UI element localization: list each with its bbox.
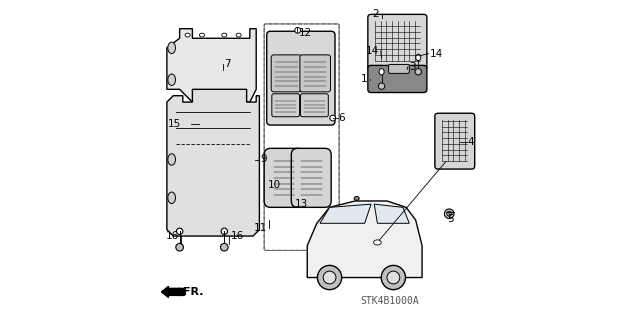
Polygon shape [167, 89, 259, 236]
Text: 11: 11 [253, 223, 267, 233]
Ellipse shape [416, 54, 421, 61]
FancyBboxPatch shape [388, 64, 410, 73]
Text: 14: 14 [366, 46, 379, 56]
Text: 9: 9 [260, 154, 267, 165]
FancyBboxPatch shape [300, 55, 330, 92]
Text: STK4B1000A: STK4B1000A [361, 296, 420, 306]
Ellipse shape [168, 192, 175, 204]
Text: 13: 13 [294, 199, 308, 209]
FancyBboxPatch shape [291, 148, 331, 207]
Ellipse shape [221, 33, 227, 37]
Text: 10: 10 [268, 180, 280, 190]
Ellipse shape [415, 69, 422, 75]
FancyBboxPatch shape [271, 55, 302, 92]
Ellipse shape [221, 228, 227, 234]
Text: 7: 7 [223, 59, 230, 69]
Ellipse shape [168, 74, 175, 85]
Text: 15: 15 [168, 119, 181, 130]
Text: 5: 5 [447, 213, 454, 224]
Text: 1: 1 [360, 74, 367, 84]
Polygon shape [307, 201, 422, 278]
Ellipse shape [323, 271, 336, 284]
Ellipse shape [168, 42, 175, 54]
Text: 14: 14 [429, 48, 443, 59]
Ellipse shape [378, 83, 385, 89]
FancyArrow shape [161, 286, 184, 297]
Text: 6: 6 [339, 113, 345, 123]
FancyBboxPatch shape [301, 94, 328, 117]
Ellipse shape [317, 265, 342, 290]
FancyBboxPatch shape [368, 65, 427, 93]
Ellipse shape [176, 243, 184, 251]
Ellipse shape [236, 33, 241, 37]
Text: 4: 4 [468, 137, 474, 147]
Ellipse shape [447, 211, 452, 216]
Text: 16: 16 [166, 231, 179, 241]
Ellipse shape [295, 27, 301, 33]
Text: FR.: FR. [184, 287, 204, 297]
FancyBboxPatch shape [368, 14, 427, 70]
FancyBboxPatch shape [267, 31, 335, 125]
Polygon shape [374, 204, 410, 223]
Text: 16: 16 [230, 231, 244, 241]
Polygon shape [320, 204, 371, 223]
Ellipse shape [444, 209, 454, 219]
Ellipse shape [379, 69, 384, 75]
Ellipse shape [200, 33, 205, 37]
Text: 3: 3 [409, 62, 415, 72]
FancyBboxPatch shape [272, 94, 300, 117]
Ellipse shape [185, 33, 190, 37]
FancyBboxPatch shape [264, 148, 304, 207]
Polygon shape [167, 29, 256, 102]
Ellipse shape [177, 228, 183, 234]
Text: 12: 12 [299, 28, 312, 39]
FancyBboxPatch shape [435, 113, 475, 169]
Ellipse shape [220, 243, 228, 251]
Ellipse shape [374, 240, 381, 245]
Text: 2: 2 [372, 9, 378, 19]
Ellipse shape [330, 115, 335, 121]
Ellipse shape [354, 197, 359, 200]
Ellipse shape [168, 154, 175, 165]
Ellipse shape [381, 265, 406, 290]
Ellipse shape [387, 271, 400, 284]
